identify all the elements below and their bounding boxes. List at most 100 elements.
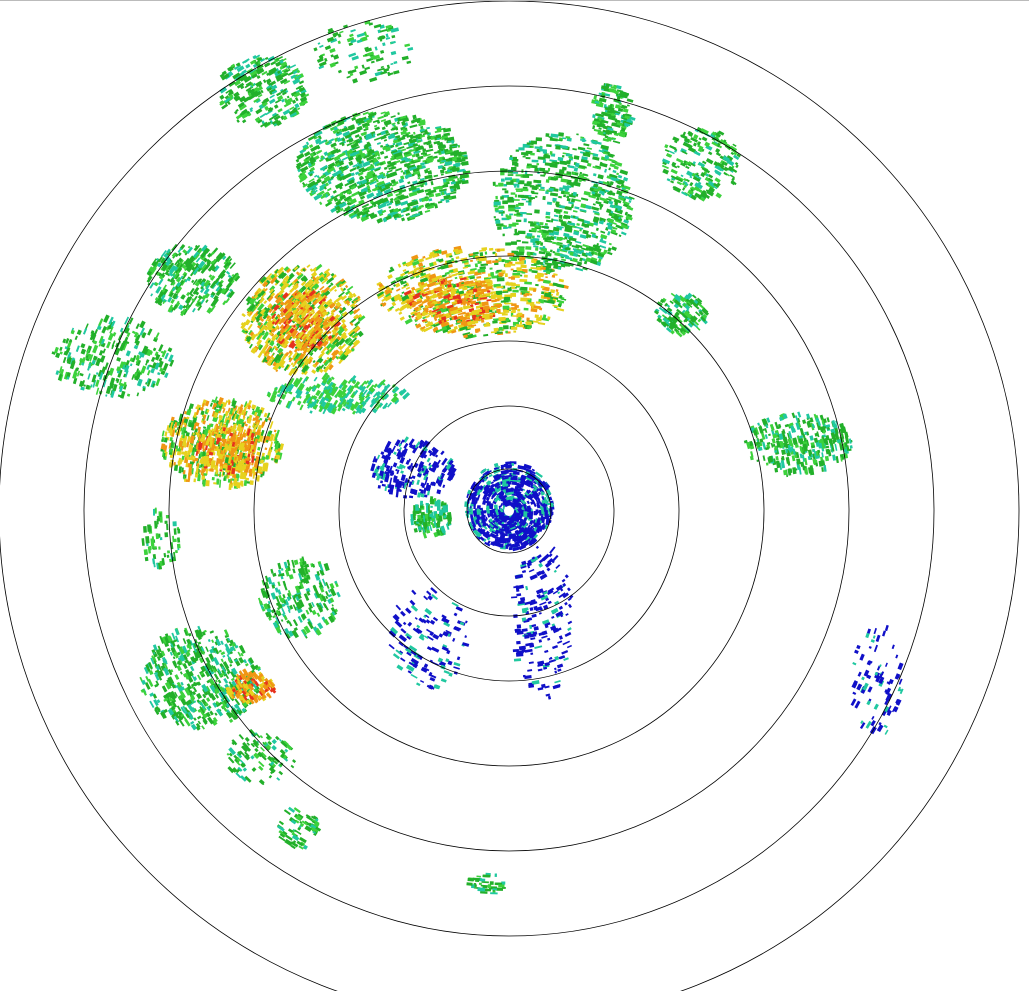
echo-pixel bbox=[507, 226, 512, 229]
echo-cluster bbox=[295, 111, 471, 224]
echo-pixel bbox=[507, 196, 514, 201]
echo-pixel bbox=[434, 136, 438, 139]
echo-pixel bbox=[163, 437, 168, 443]
echo-pixel bbox=[192, 307, 196, 313]
echo-pixel bbox=[420, 152, 426, 155]
echo-pixel bbox=[516, 183, 520, 188]
echo-pixel bbox=[512, 272, 521, 276]
echo-pixel bbox=[545, 270, 551, 275]
echo-pixel bbox=[574, 206, 580, 210]
echo-pixel bbox=[401, 121, 406, 126]
echo-pixel bbox=[404, 318, 413, 325]
echo-pixel bbox=[396, 121, 400, 125]
echo-pixel bbox=[311, 369, 317, 374]
echo-pixel bbox=[168, 452, 172, 455]
echo-pixel bbox=[106, 341, 111, 349]
echo-pixel bbox=[171, 243, 178, 252]
echo-pixel bbox=[399, 115, 407, 120]
echo-pixel bbox=[239, 480, 244, 486]
echo-pixel bbox=[436, 141, 443, 146]
echo-pixel bbox=[486, 260, 492, 265]
echo-pixel bbox=[597, 174, 604, 180]
echo-pixel bbox=[303, 151, 311, 157]
echo-pixel bbox=[529, 165, 532, 168]
echo-pixel bbox=[553, 188, 559, 192]
echo-pixel bbox=[269, 94, 275, 99]
echo-pixel bbox=[493, 201, 501, 206]
echo-pixel bbox=[537, 321, 546, 326]
echo-pixel bbox=[349, 125, 355, 131]
echo-pixel bbox=[242, 58, 250, 64]
echo-pixel bbox=[340, 318, 346, 324]
echo-pixel bbox=[395, 192, 403, 197]
echo-pixel bbox=[514, 194, 518, 198]
echo-pixel bbox=[438, 188, 447, 193]
echo-pixel bbox=[572, 210, 578, 213]
echo-pixel bbox=[560, 178, 568, 183]
echo-pixel bbox=[241, 313, 246, 318]
echo-pixel bbox=[359, 116, 367, 122]
echo-pixel bbox=[380, 111, 386, 115]
echo-pixel bbox=[533, 245, 539, 248]
echo-pixel bbox=[444, 160, 453, 166]
echo-pixel bbox=[573, 167, 579, 172]
echo-pixel bbox=[381, 209, 387, 214]
echo-pixel bbox=[572, 171, 576, 175]
echo-pixel bbox=[504, 273, 508, 277]
echo-pixel bbox=[433, 174, 439, 178]
echo-pixel bbox=[505, 330, 508, 334]
echo-pixel bbox=[401, 217, 406, 222]
echo-pixel bbox=[376, 180, 385, 187]
echo-pixel bbox=[340, 141, 345, 147]
echo-pixel bbox=[346, 197, 353, 203]
echo-pixel bbox=[558, 218, 564, 223]
echo-pixel bbox=[193, 478, 197, 483]
echo-pixel bbox=[449, 323, 454, 328]
echo-pixel bbox=[92, 344, 99, 354]
echo-pixel bbox=[277, 108, 283, 113]
echo-pixel bbox=[408, 185, 417, 192]
echo-pixel bbox=[513, 330, 517, 333]
echo-pixel bbox=[161, 439, 164, 442]
echo-pixel bbox=[514, 228, 518, 233]
echo-pixel bbox=[523, 274, 528, 278]
echo-pixel bbox=[287, 71, 294, 76]
echo-pixel bbox=[219, 94, 225, 100]
echo-pixel bbox=[556, 248, 561, 253]
echo-pixel bbox=[397, 263, 402, 268]
echo-pixel bbox=[310, 145, 319, 153]
echo-pixel bbox=[528, 268, 533, 272]
echo-pixel bbox=[366, 193, 373, 199]
echo-pixel bbox=[409, 134, 419, 140]
echo-pixel bbox=[510, 326, 518, 330]
echo-pixel bbox=[523, 218, 527, 223]
echo-pixel bbox=[337, 152, 346, 159]
echo-pixel bbox=[201, 468, 206, 472]
echo-pixel bbox=[575, 226, 584, 230]
echo-pixel bbox=[503, 226, 508, 229]
echo-pixel bbox=[351, 191, 359, 197]
echo-pixel bbox=[397, 112, 400, 115]
echo-pixel bbox=[440, 198, 445, 202]
echo-pixel bbox=[372, 133, 376, 136]
echo-pixel bbox=[330, 175, 335, 180]
echo-pixel bbox=[523, 154, 529, 156]
echo-pixel bbox=[357, 171, 364, 177]
echo-pixel bbox=[379, 144, 384, 148]
echo-pixel bbox=[389, 197, 394, 202]
echo-pixel bbox=[530, 308, 538, 313]
echo-pixel bbox=[409, 138, 418, 144]
echo-pixel bbox=[349, 151, 357, 157]
echo-pixel bbox=[393, 197, 399, 201]
echo-pixel bbox=[80, 386, 85, 391]
echo-pixel bbox=[489, 315, 493, 319]
echo-pixel bbox=[408, 191, 418, 198]
echo-pixel bbox=[565, 233, 570, 238]
echo-pixel bbox=[521, 198, 527, 201]
echo-pixel bbox=[400, 200, 409, 206]
echo-pixel bbox=[385, 143, 389, 147]
echo-pixel bbox=[546, 201, 553, 205]
echo-pixel bbox=[461, 311, 467, 315]
echo-pixel bbox=[561, 258, 567, 262]
